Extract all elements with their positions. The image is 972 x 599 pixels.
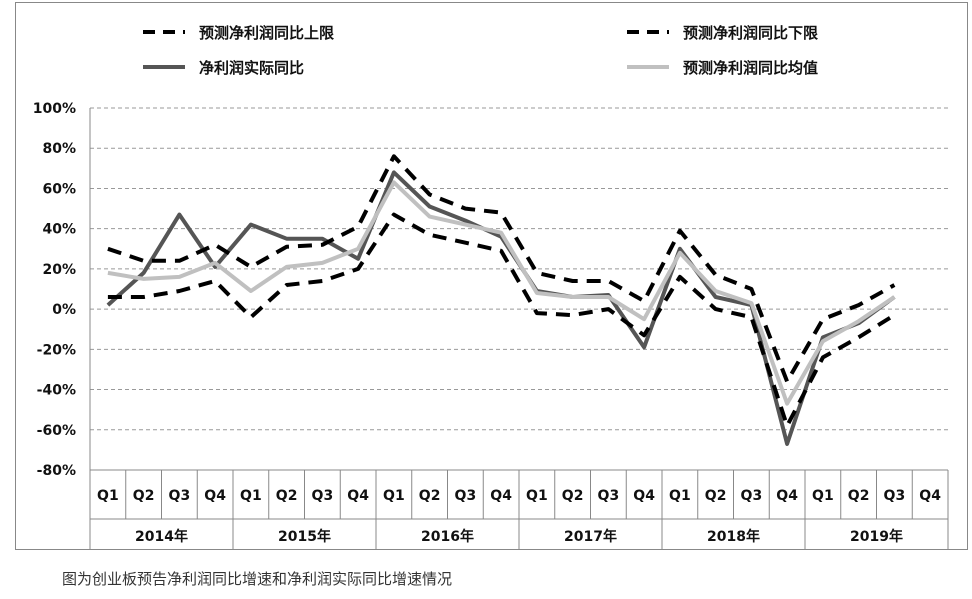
x-tick-label-quarter: Q2 xyxy=(848,488,870,504)
x-tick-label-quarter: Q1 xyxy=(383,488,405,504)
x-tick-label-quarter: Q3 xyxy=(741,488,763,504)
y-tick-label: 80% xyxy=(42,141,76,157)
x-tick-label-quarter: Q1 xyxy=(669,488,691,504)
x-tick-label-quarter: Q1 xyxy=(812,488,834,504)
legend-label: 预测净利润同比上限 xyxy=(199,24,334,42)
chart-frame xyxy=(15,2,968,550)
x-tick-label-quarter: Q2 xyxy=(133,488,155,504)
line-chart: 100% 80% 60% 40% 20% 0% -20% -40% -60% -80% Q1 Q2 Q3… xyxy=(33,24,949,549)
x-tick-label-quarter: Q4 xyxy=(919,488,941,504)
series-line-1 xyxy=(107,154,896,384)
x-tick-label-quarter: Q4 xyxy=(490,488,512,504)
y-tick-label: 60% xyxy=(42,181,76,197)
x-tick-label-quarter: Q3 xyxy=(312,488,334,504)
x-tick-label-quarter: Q1 xyxy=(240,488,262,504)
x-tick-label-quarter: Q1 xyxy=(97,488,119,504)
x-tick-label-quarter: Q2 xyxy=(419,488,441,504)
x-tick-label-quarter: Q2 xyxy=(562,488,584,504)
legend-label: 预测净利润同比下限 xyxy=(683,24,818,42)
y-tick-label: 40% xyxy=(42,222,76,238)
series-line-2 xyxy=(107,212,896,428)
x-tick-label-quarter: Q4 xyxy=(347,488,369,504)
y-tick-label: 100% xyxy=(33,101,76,117)
legend-label: 净利润实际同比 xyxy=(199,59,304,77)
x-tick-label-year: 2018年 xyxy=(707,528,760,545)
series-line-4 xyxy=(107,180,896,406)
y-tick-label: -60% xyxy=(37,423,76,439)
x-tick-label-quarter: Q4 xyxy=(776,488,798,504)
x-tick-label-quarter: Q4 xyxy=(204,488,226,504)
series-line-3 xyxy=(106,170,896,446)
x-tick-label-quarter: Q3 xyxy=(169,488,191,504)
y-tick-label: -20% xyxy=(37,342,76,358)
y-tick-label: -80% xyxy=(37,463,76,479)
y-tick-label: -40% xyxy=(37,383,76,399)
x-tick-label-quarter: Q2 xyxy=(705,488,727,504)
x-tick-label-quarter: Q3 xyxy=(884,488,906,504)
x-tick-label-year: 2014年 xyxy=(135,528,188,545)
x-tick-label-quarter: Q1 xyxy=(526,488,548,504)
y-tick-label: 0% xyxy=(52,302,76,318)
y-tick-label: 20% xyxy=(42,262,76,278)
x-tick-label-quarter: Q4 xyxy=(633,488,655,504)
x-tick-label-year: 2017年 xyxy=(564,528,617,545)
x-tick-label-quarter: Q3 xyxy=(455,488,477,504)
legend-label: 预测净利润同比均值 xyxy=(683,59,818,77)
figure-caption: 图为创业板预告净利润同比增速和净利润实际同比增速情况 xyxy=(62,570,453,588)
x-tick-label-year: 2016年 xyxy=(421,528,474,545)
x-tick-label-year: 2015年 xyxy=(278,528,331,545)
x-tick-label-quarter: Q3 xyxy=(598,488,620,504)
x-tick-label-year: 2019年 xyxy=(850,528,903,545)
x-tick-label-quarter: Q2 xyxy=(276,488,298,504)
